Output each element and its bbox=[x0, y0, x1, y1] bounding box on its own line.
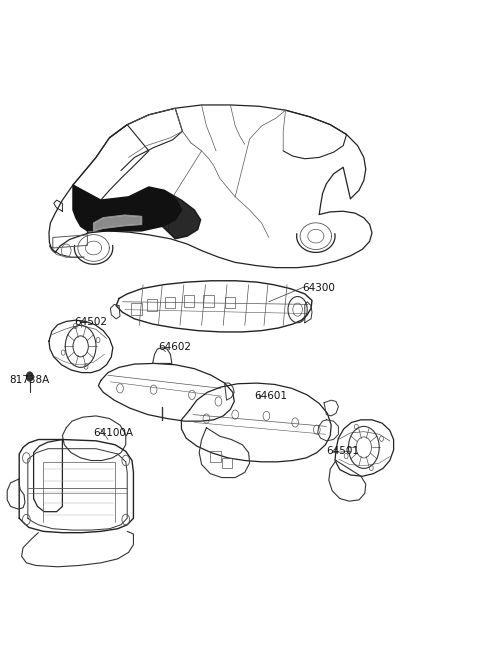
Text: 64602: 64602 bbox=[158, 342, 192, 352]
Bar bbox=[184, 295, 194, 307]
Bar bbox=[131, 303, 142, 315]
Bar bbox=[203, 295, 214, 307]
Text: 64100A: 64100A bbox=[94, 428, 133, 438]
Text: 64502: 64502 bbox=[74, 317, 108, 327]
Text: 64501: 64501 bbox=[326, 446, 360, 456]
Bar bbox=[210, 451, 221, 462]
Polygon shape bbox=[94, 215, 142, 231]
Circle shape bbox=[26, 372, 33, 381]
Text: 64601: 64601 bbox=[254, 392, 288, 401]
Bar bbox=[222, 458, 232, 468]
Polygon shape bbox=[162, 190, 201, 239]
Text: 64300: 64300 bbox=[302, 283, 335, 293]
Bar bbox=[225, 297, 235, 308]
Text: 81738A: 81738A bbox=[10, 375, 50, 386]
Bar bbox=[165, 297, 175, 308]
Polygon shape bbox=[73, 185, 181, 231]
Bar bbox=[147, 299, 157, 311]
